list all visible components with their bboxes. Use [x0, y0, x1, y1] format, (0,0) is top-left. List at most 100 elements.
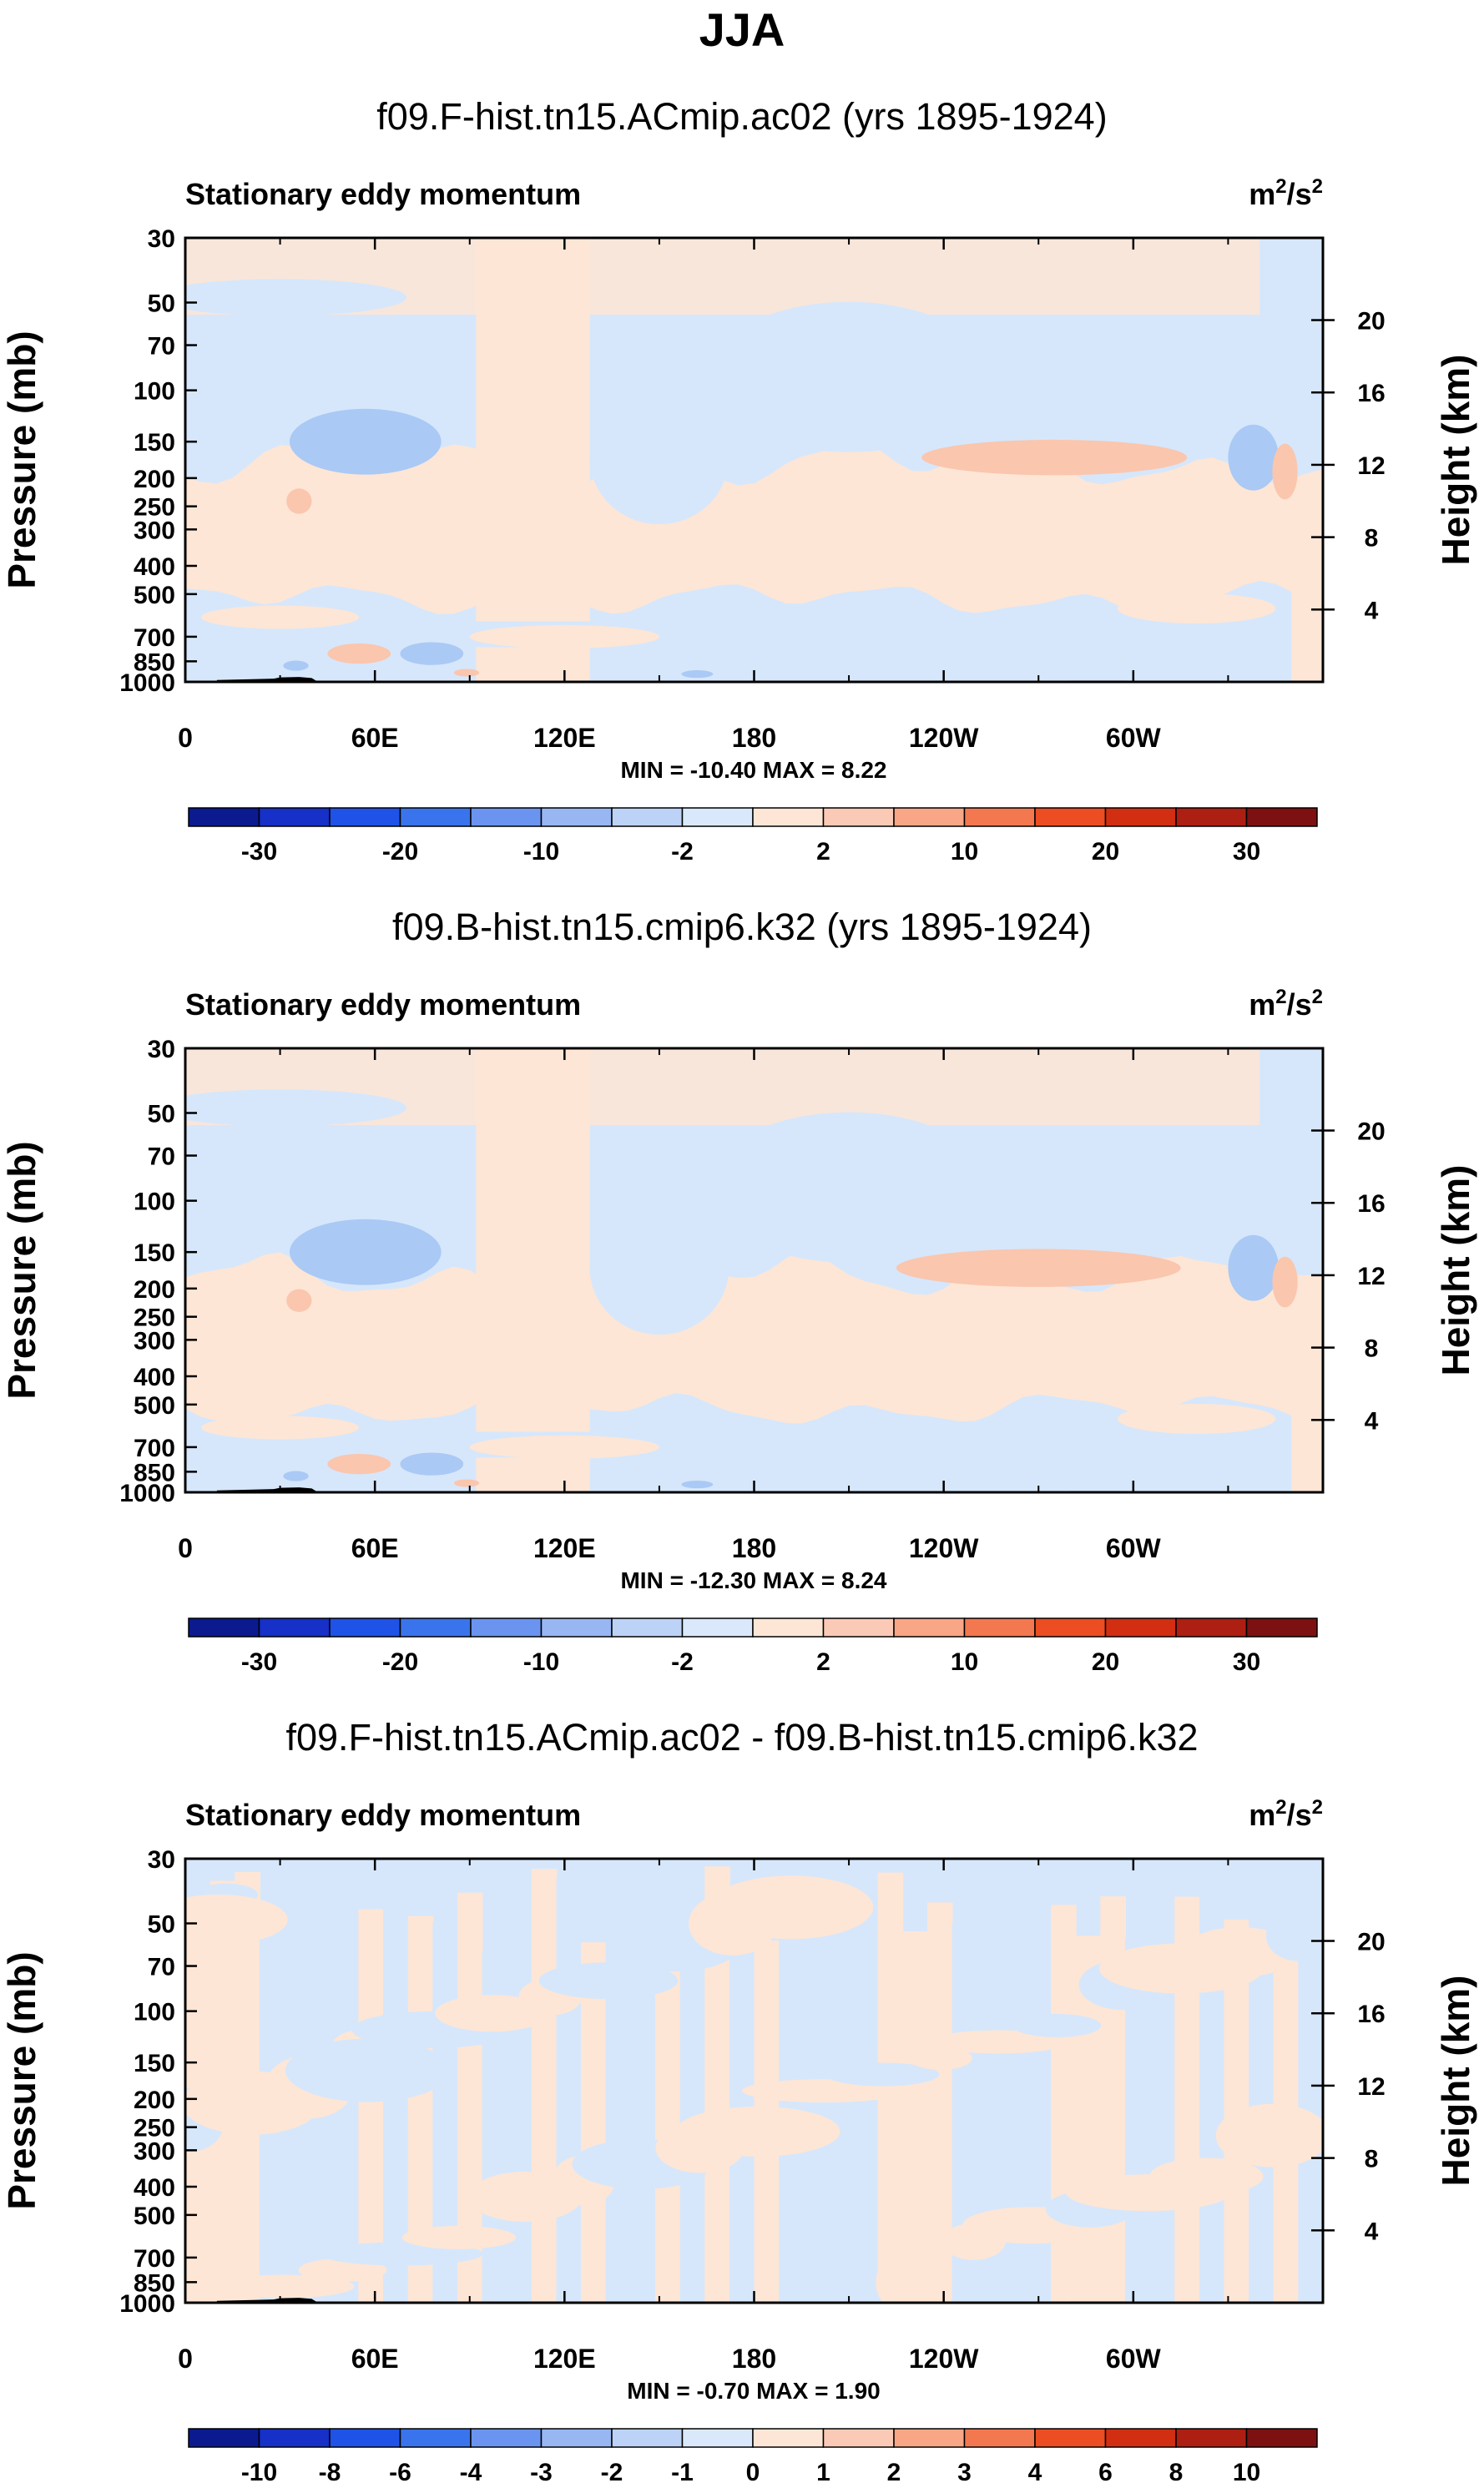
positive-band: [185, 1249, 1323, 1426]
x-tick-label: 180: [732, 2344, 776, 2374]
height-tick-label: 8: [1365, 2146, 1379, 2173]
y-tick-label: 700: [134, 624, 175, 652]
height-tick-label: 4: [1365, 1407, 1379, 1435]
colorbar-label: -8: [319, 2459, 341, 2483]
negative-edge: [1259, 238, 1323, 465]
y-tick-label: 200: [134, 466, 175, 493]
colorbar-box: [258, 1617, 331, 1638]
y-tick-label: 850: [134, 2269, 175, 2297]
diff-column: [581, 1942, 607, 2303]
chart-title: f09.F-hist.tn15.ACmip.ac02 (yrs 1895-192…: [376, 95, 1107, 138]
negative-band: [185, 621, 1323, 648]
height-tick-label: 12: [1357, 452, 1385, 480]
y-tick-label: 500: [134, 582, 175, 609]
contour-field: [185, 238, 1323, 682]
colorbar-box: [329, 807, 401, 827]
y-tick-label: 500: [134, 2203, 175, 2230]
units-part: 2: [1312, 175, 1323, 198]
colorbar-box: [681, 807, 754, 827]
contour-mid-blue: [289, 408, 442, 475]
y-tick-label: 850: [134, 1459, 175, 1486]
colorbar-box: [963, 1617, 1036, 1638]
height-tick-label: 20: [1357, 308, 1385, 336]
contour-mid-red: [1272, 1256, 1298, 1308]
units-part: m: [1249, 177, 1275, 211]
height-tick-label: 8: [1365, 1335, 1379, 1363]
positive-patch: [469, 1435, 659, 1459]
colorbar-box: [822, 2428, 895, 2448]
y-tick-label: 500: [134, 1392, 175, 1420]
y-axis-label: Pressure (mb): [0, 1951, 43, 2209]
height-tick-label: 4: [1365, 2218, 1379, 2245]
x-tick-label: 60W: [1106, 2344, 1162, 2374]
colorbar-label: -30: [241, 1648, 277, 1676]
y-tick-label: 30: [148, 1036, 175, 1063]
diff-blob: [929, 2030, 1068, 2054]
y-tick-label: 30: [148, 1846, 175, 1874]
min-max-stats: MIN = -10.40 MAX = 8.22: [620, 757, 886, 783]
diff-blob: [909, 2046, 972, 2070]
colorbar-label: -10: [523, 1648, 559, 1676]
diff-blob: [709, 1875, 874, 1940]
colorbar-box: [470, 807, 543, 827]
y-tick-label: 100: [134, 378, 175, 406]
y-tick-label: 100: [134, 1189, 175, 1216]
y-tick-label: 400: [134, 2174, 175, 2202]
y-tick-label: 300: [134, 2137, 175, 2165]
colorbar-label: 20: [1092, 838, 1119, 866]
colorbar-box: [258, 2428, 331, 2448]
chart-title: f09.F-hist.tn15.ACmip.ac02 - f09.B-hist.…: [285, 1716, 1198, 1759]
colorbar-label: -6: [389, 2459, 411, 2483]
diff-column: [1051, 1905, 1077, 2303]
diff-blob: [825, 2062, 940, 2087]
diff-column: [828, 1922, 855, 2303]
colorbar-box: [470, 2428, 543, 2448]
diff-blob: [285, 2038, 450, 2102]
contour-mid-red: [327, 643, 391, 664]
negative-patch: [1054, 356, 1244, 449]
y-tick-label: 400: [134, 553, 175, 581]
diff-column: [729, 1895, 755, 2303]
negative-patch: [706, 301, 992, 452]
y-tick-label: 50: [148, 290, 175, 318]
colorbar-box: [1034, 1617, 1107, 1638]
contour-mid-blue: [283, 1471, 309, 1481]
diff-blob: [1149, 2157, 1264, 2195]
colorbar-label: 2: [887, 2459, 901, 2483]
y-tick-label: 50: [148, 1911, 175, 1939]
y-tick-label: 150: [134, 429, 175, 457]
diff-column: [358, 1909, 385, 2303]
x-tick-label: 120W: [909, 1533, 979, 1563]
y-tick-label: 1000: [119, 669, 175, 697]
contour-mid-red: [286, 488, 312, 514]
colorbar-box: [893, 2428, 966, 2448]
colorbar-box: [752, 1617, 825, 1638]
y-tick-label: 300: [134, 517, 175, 544]
x-tick-label: 0: [178, 723, 193, 753]
contour-mid-blue: [400, 1452, 464, 1476]
colorbar-box: [1175, 807, 1248, 827]
diff-blob: [435, 1995, 549, 2032]
y-tick-label: 400: [134, 1364, 175, 1391]
contour-field: [185, 1859, 1323, 2303]
colorbar-box: [1245, 2428, 1318, 2448]
diff-column: [902, 1931, 928, 2303]
units-part: /s: [1287, 177, 1312, 211]
positive-edge: [1291, 477, 1323, 682]
x-tick-label: 120W: [909, 2344, 979, 2374]
x-tick-label: 60E: [351, 723, 399, 753]
colorbar-box: [822, 1617, 895, 1638]
y-tick-label: 700: [134, 2245, 175, 2273]
colorbar-label: 2: [816, 1648, 830, 1676]
positive-patch: [1117, 593, 1276, 624]
colorbar-label: -20: [382, 1648, 418, 1676]
colorbar-box: [681, 2428, 754, 2448]
colorbar-box: [752, 807, 825, 827]
y-tick-label: 70: [148, 1143, 175, 1171]
height-tick-label: 16: [1357, 2001, 1385, 2028]
contour-mid-red: [921, 439, 1188, 476]
min-max-stats: MIN = -0.70 MAX = 1.90: [627, 2378, 880, 2404]
contour-mid-blue: [289, 1219, 442, 1285]
colorbar-box: [681, 1617, 754, 1638]
negative-edge: [1259, 1048, 1323, 1275]
